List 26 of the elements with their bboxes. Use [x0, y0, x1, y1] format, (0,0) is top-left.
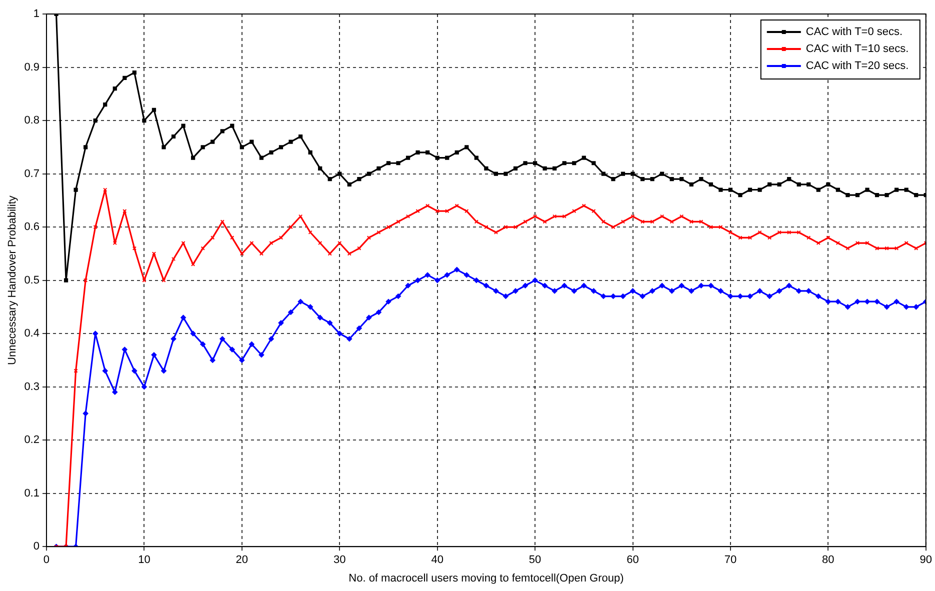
x-tick-label: 30	[333, 554, 346, 566]
x-tick-label: 20	[236, 554, 248, 566]
y-tick-label: 0	[33, 540, 40, 553]
y-axis-title: Unnecessary Handover Probability	[6, 195, 19, 365]
y-tick-label: 0.6	[24, 221, 40, 234]
y-tick-label: 0.4	[24, 328, 40, 340]
legend-label: CAC with T=10 secs.	[806, 43, 909, 56]
y-tick-label: 1	[33, 8, 40, 20]
x-axis-title: No. of macrocell users moving to femtocell(Open Group)	[348, 572, 624, 584]
x-tick-label: 0	[43, 554, 50, 566]
x-tick-label: 70	[724, 554, 737, 566]
x-tick-label: 90	[920, 554, 932, 566]
x-tick-label: 50	[528, 554, 542, 566]
legend-label: CAC with T=20 secs.	[806, 60, 909, 72]
y-tick-label: 0.3	[24, 380, 40, 393]
x-tick-label: 40	[431, 554, 444, 566]
legend-label: CAC with T=0 secs.	[806, 26, 903, 38]
x-tick-label: 80	[822, 554, 834, 566]
x-tick-label: 10	[138, 554, 150, 566]
y-tick-label: 0.2	[24, 434, 40, 446]
x-tick-label: 60	[626, 554, 639, 566]
y-tick-label: 0.1	[24, 487, 40, 500]
y-tick-label: 0.9	[24, 61, 40, 74]
y-tick-label: 0.5	[24, 274, 40, 286]
y-tick-label: 0.8	[24, 114, 40, 127]
y-tick-label: 0.7	[24, 168, 40, 180]
